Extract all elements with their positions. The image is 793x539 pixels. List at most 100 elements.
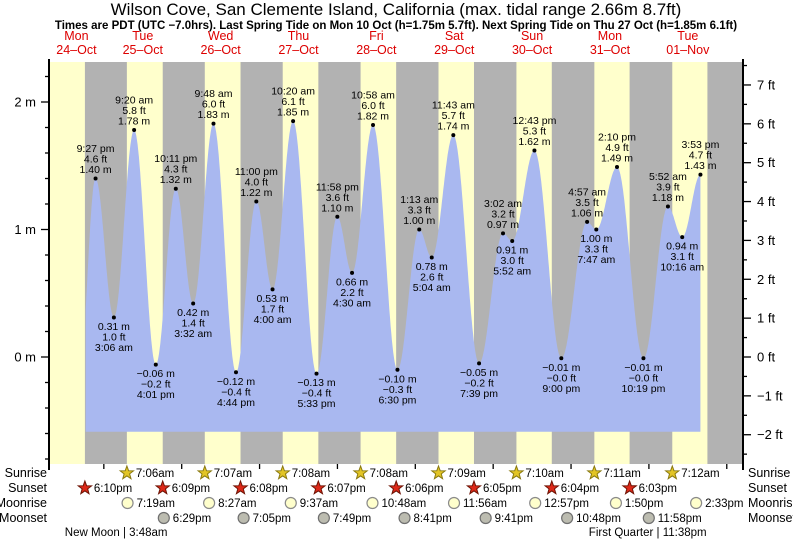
- sunrise-star-icon: [664, 464, 681, 480]
- tide-time-label: 10:58 am: [351, 89, 395, 101]
- moonset-icon: [479, 511, 492, 525]
- tide-height-label: 3.3 ft: [585, 244, 608, 256]
- tide-time-label: 6:30 pm: [378, 394, 416, 406]
- tide-extreme-dot: [371, 122, 376, 127]
- sunrise-star-icon: [586, 464, 603, 480]
- high-tide-annotation: 12:43 pm5.3 ft1.62 m: [513, 115, 557, 153]
- high-tide-annotation: 11:58 pm3.6 ft1.10 m: [316, 181, 359, 219]
- moonrise-time: 7:19am: [137, 498, 175, 510]
- sunset-star-icon: [154, 479, 171, 495]
- tide-time-label: 1:13 am: [400, 194, 438, 206]
- tide-height-label: 4.9 ft: [605, 142, 628, 154]
- tide-height-label: 2.2 ft: [340, 287, 363, 299]
- moonset-marker: 11:58pm: [642, 511, 702, 525]
- tide-extreme-dot: [111, 315, 116, 320]
- sunrise-star-icon: [196, 464, 213, 480]
- tide-extreme-dot: [477, 361, 482, 366]
- moonrise-marker: 12:57pm: [529, 496, 589, 510]
- moonrise-time: 11:56am: [463, 498, 507, 510]
- tide-height-label: 1.85 m: [277, 107, 309, 119]
- tide-height-label: 3.3 ft: [408, 205, 431, 217]
- chart-title: Wilson Cove, San Clemente Island, Califo…: [111, 0, 682, 19]
- sunrise-time: 7:08am: [292, 468, 330, 480]
- tide-height-label: 1.00 m: [580, 233, 612, 245]
- y-axis-label-m: 1 m: [14, 222, 36, 237]
- sunset-star-icon: [310, 479, 327, 495]
- high-tide-annotation: 10:58 am6.0 ft1.82 m: [351, 89, 395, 127]
- tide-height-label: 1.7 ft: [261, 303, 284, 315]
- tide-time-label: 9:20 am: [115, 95, 153, 107]
- high-tide-annotation: 9:20 am5.8 ft1.78 m: [115, 95, 153, 133]
- moonrise-time: 12:57pm: [544, 498, 589, 510]
- tide-height-label: 1.49 m: [601, 153, 633, 165]
- sunrise-star-icon: [430, 464, 447, 480]
- tide-time-label: 5:33 pm: [298, 398, 336, 410]
- tide-extreme-dot: [291, 119, 296, 124]
- tide-height-label: −0.2 ft: [464, 377, 494, 389]
- tide-time-label: 4:00 am: [254, 314, 292, 326]
- tide-time-label: 3:06 am: [95, 342, 133, 354]
- tide-time-label: 3:02 am: [484, 198, 522, 210]
- y-axis-label-ft: 5 ft: [757, 155, 775, 170]
- moonset-time: 10:48pm: [576, 513, 621, 525]
- sunrise-star-icon: [508, 464, 525, 480]
- sunrise-time: 7:12am: [681, 468, 719, 480]
- tide-extreme-dot: [698, 172, 703, 177]
- tide-height-label: −0.2 ft: [141, 379, 171, 391]
- sunrise-time: 7:10am: [525, 468, 563, 480]
- tide-height-label: 3.1 ft: [671, 251, 694, 263]
- y-axis-label-ft: 6 ft: [757, 116, 775, 131]
- day-label-weekday: Thu: [288, 29, 310, 43]
- astro-row-label-right: Moonrise: [748, 496, 793, 510]
- tide-height-label: 0.42 m: [177, 307, 209, 319]
- tide-extreme-dot: [417, 227, 422, 232]
- sunrise-time: 7:07am: [214, 468, 252, 480]
- low-tide-annotation: −0.06 m−0.2 ft4:01 pm: [137, 362, 175, 401]
- moonset-icon: [317, 511, 330, 525]
- sunset-time: 6:04pm: [561, 483, 599, 495]
- tide-height-label: 0.91 m: [496, 244, 528, 256]
- tide-extreme-dot: [585, 219, 590, 224]
- sunset-marker: 6:04pm: [543, 479, 599, 495]
- high-tide-annotation: 9:48 am6.0 ft1.83 m: [195, 88, 233, 126]
- tide-extreme-dot: [254, 199, 259, 204]
- tide-time-label: 10:19 pm: [622, 383, 666, 395]
- tide-extreme-dot: [510, 238, 515, 243]
- tide-height-label: 3.5 ft: [575, 197, 598, 209]
- tide-extreme-dot: [93, 176, 98, 181]
- high-tide-annotation: 3:53 pm4.7 ft1.43 m: [681, 139, 720, 177]
- astro-row-label-right: Sunset: [748, 481, 787, 495]
- tide-time-label: 9:27 pm: [77, 143, 115, 155]
- low-tide-annotation: 1.00 m3.3 ft7:47 am: [577, 227, 616, 266]
- tide-height-label: 0.66 m: [336, 276, 368, 288]
- tide-time-label: 4:01 pm: [137, 389, 175, 401]
- y-axis-label-ft: 1 ft: [757, 311, 775, 326]
- tide-curve-layer: [85, 121, 701, 432]
- tide-height-label: 1.32 m: [160, 174, 192, 186]
- tide-height-label: −0.4 ft: [302, 388, 332, 400]
- tide-height-label: 1.4 ft: [181, 317, 204, 329]
- sunset-time: 6:10pm: [94, 483, 132, 495]
- high-tide-annotation: 9:27 pm4.6 ft1.40 m: [77, 143, 115, 181]
- tide-time-label: 4:57 am: [568, 186, 606, 198]
- moonrise-marker: 10:48am: [366, 496, 426, 510]
- day-label-date: 01–Nov: [666, 43, 710, 57]
- moonset-icon: [157, 511, 170, 525]
- moonrise-marker: 1:50pm: [609, 496, 663, 510]
- tide-time-label: 5:52 am: [649, 171, 687, 183]
- high-tide-annotation: 3:02 am3.2 ft0.97 m: [484, 198, 522, 236]
- low-tide-annotation: −0.01 m−0.0 ft9:00 pm: [542, 356, 581, 395]
- tide-time-label: 10:16 am: [660, 262, 704, 274]
- moonrise-icon: [529, 496, 542, 510]
- sunrise-marker: 7:08am: [274, 464, 330, 480]
- sunset-star-icon: [388, 479, 405, 495]
- sunset-time: 6:08pm: [250, 483, 288, 495]
- day-label-weekday: Sat: [445, 29, 464, 43]
- tide-extreme-dot: [191, 301, 196, 306]
- sunset-time: 6:03pm: [639, 483, 677, 495]
- sunset-marker: 6:10pm: [76, 479, 132, 495]
- moonrise-marker: 9:37am: [284, 496, 338, 510]
- tide-time-label: 12:43 pm: [513, 115, 557, 127]
- tide-height-label: 3.2 ft: [491, 208, 514, 220]
